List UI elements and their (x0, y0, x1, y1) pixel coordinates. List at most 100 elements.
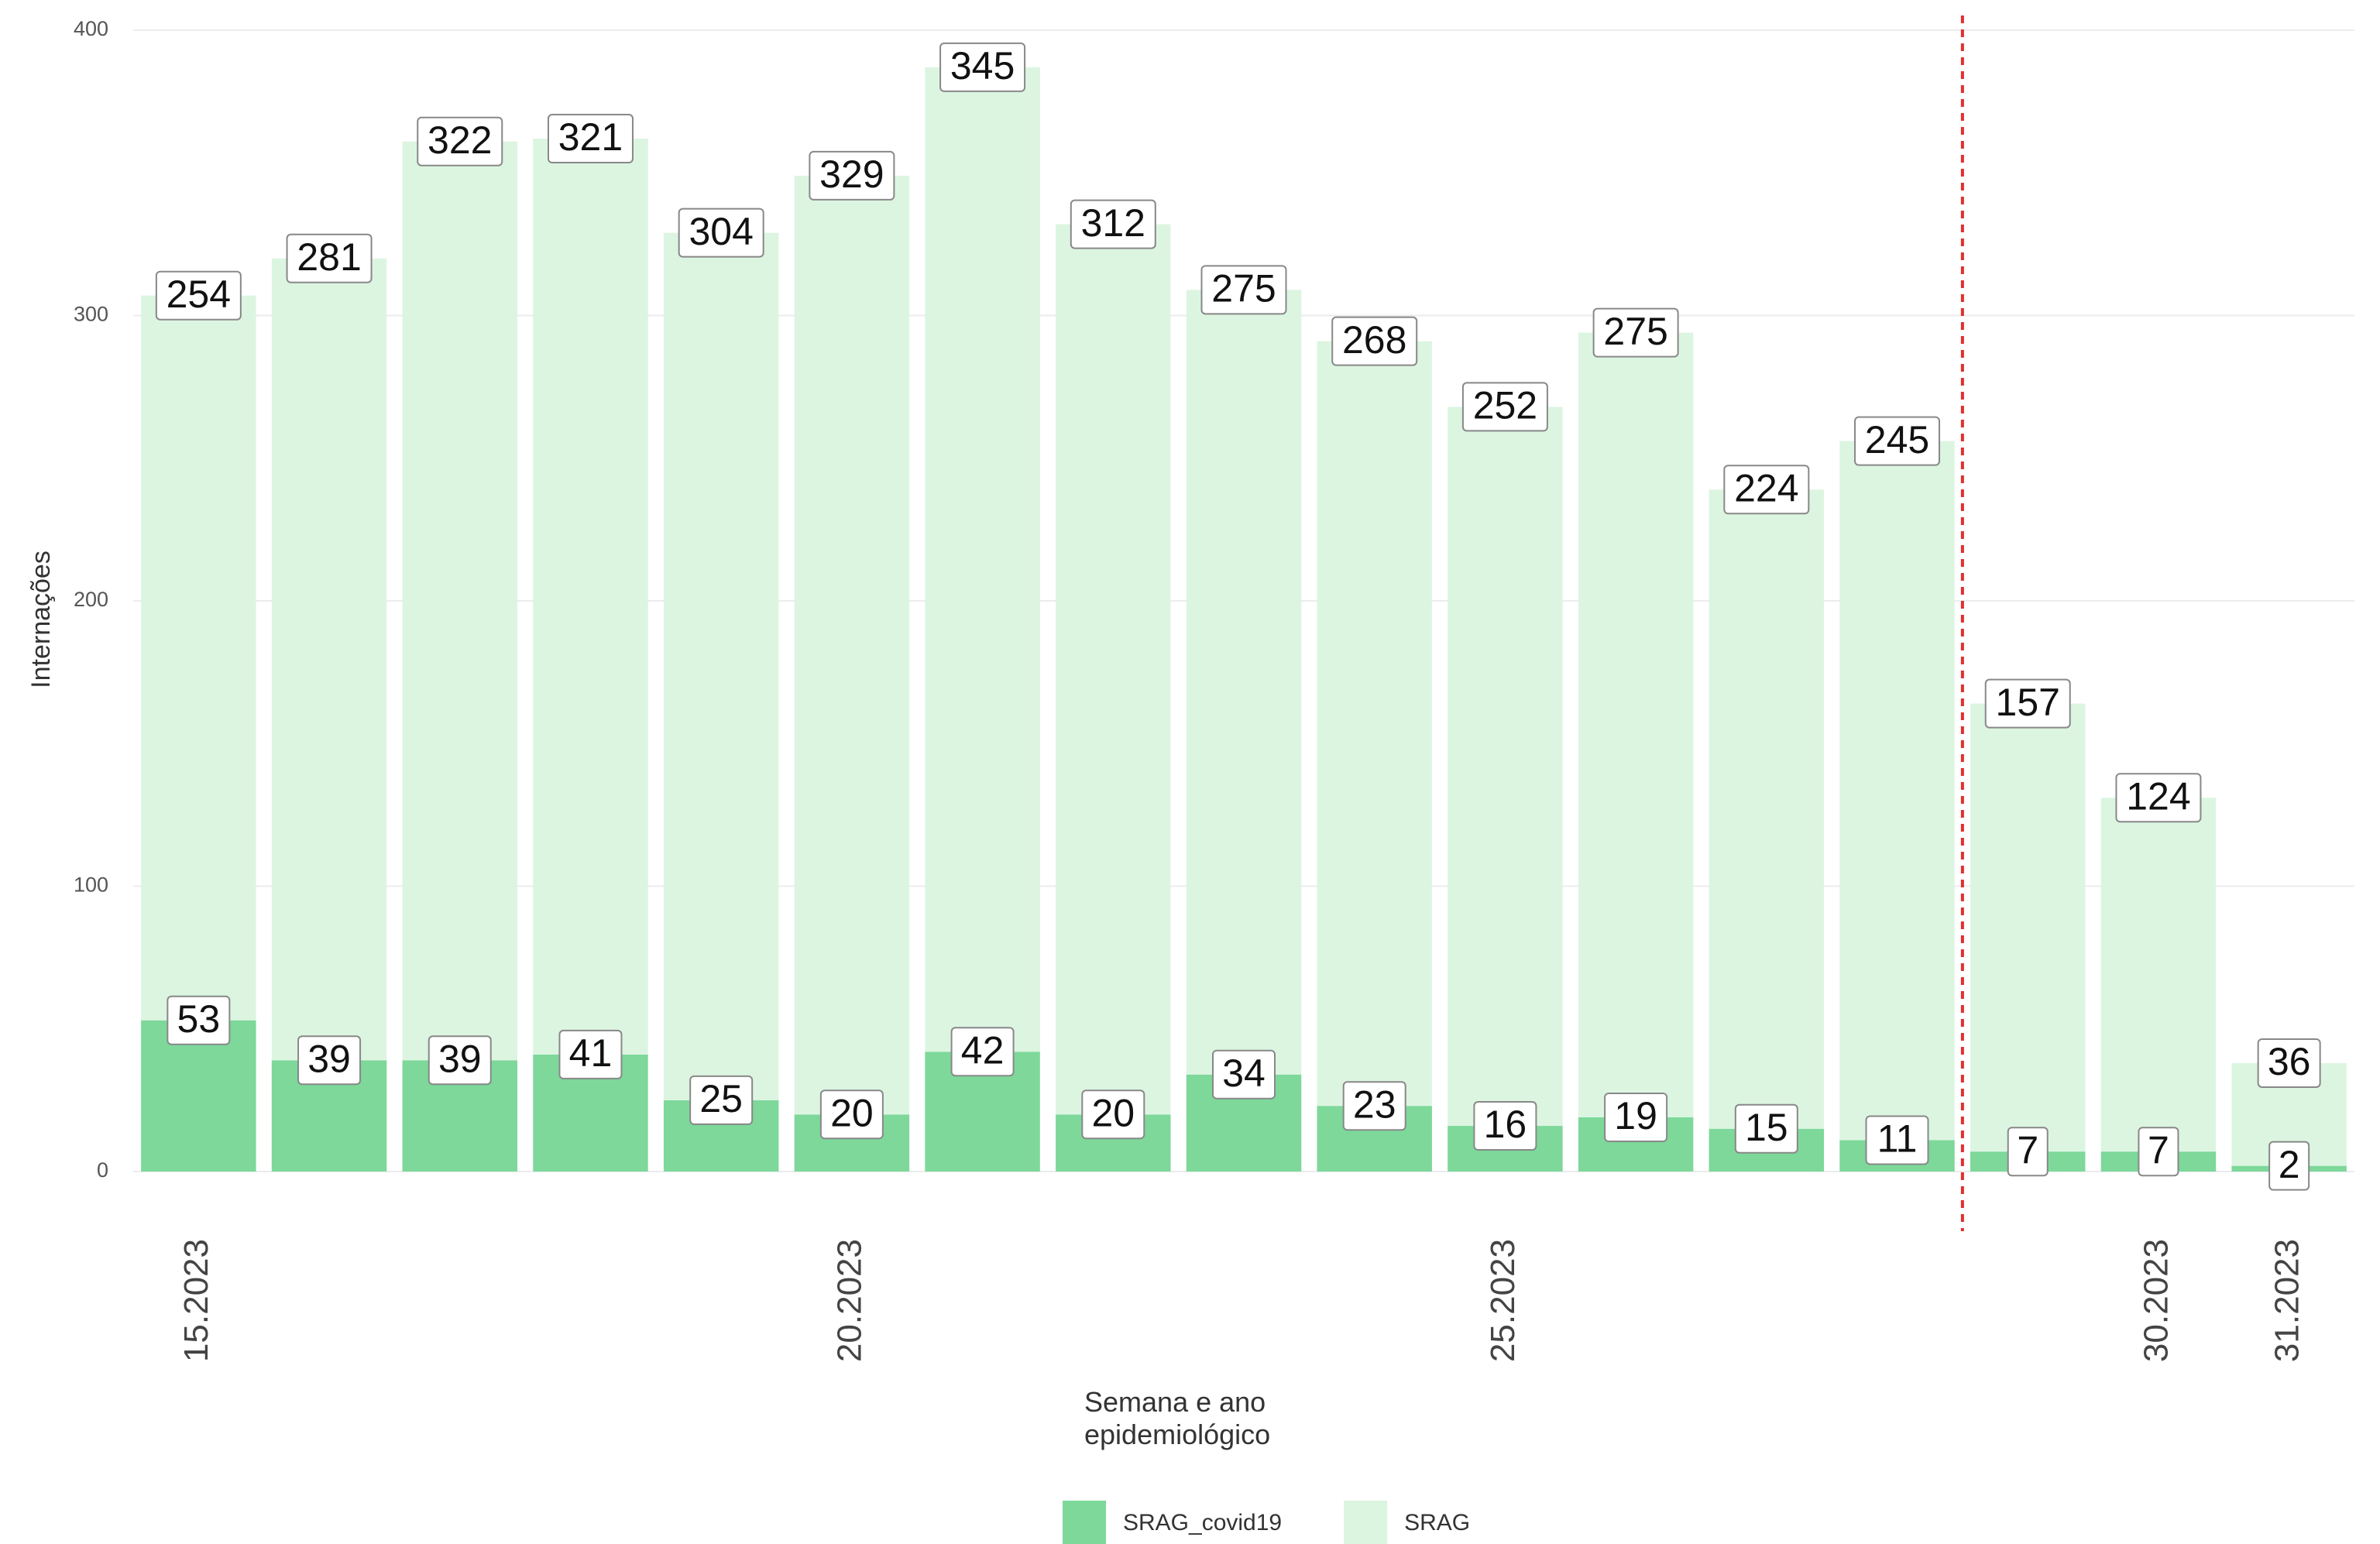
data-label-box (1723, 465, 1810, 515)
x-tick-label: 31.2023 (2268, 1239, 2306, 1362)
data-label-box (1592, 307, 1679, 358)
data-label-box (1081, 1089, 1145, 1140)
data-label: 329 (819, 153, 884, 196)
data-label-box (1200, 265, 1287, 315)
data-label: 252 (1473, 384, 1537, 427)
data-label-box (1854, 416, 1941, 466)
data-label: 224 (1734, 466, 1798, 510)
data-label-box (155, 270, 242, 321)
data-label-box (2115, 773, 2202, 823)
data-label-box (2138, 1127, 2179, 1177)
data-label: 20 (830, 1092, 874, 1135)
data-label: 124 (2126, 774, 2190, 818)
data-label-box (547, 114, 634, 164)
bar-segment (794, 175, 910, 1115)
bar-segment (1709, 489, 1825, 1129)
bar-segment (1317, 341, 1432, 1107)
data-label-box (297, 1035, 362, 1086)
x-axis-title: Semana e ano epidemiológico (1084, 1386, 1271, 1450)
bar-segment (533, 139, 648, 1055)
y-tick-label: 300 (74, 303, 108, 326)
data-label: 321 (558, 115, 623, 159)
data-label: 23 (1353, 1083, 1396, 1126)
bar-segment (663, 232, 779, 1100)
data-label-box (1984, 678, 2071, 729)
data-label: 15 (1745, 1106, 1788, 1149)
data-label-box (167, 995, 231, 1045)
data-label: 281 (297, 235, 361, 279)
data-label: 304 (689, 210, 753, 253)
legend-swatch (1063, 1501, 1106, 1544)
data-label: 254 (167, 273, 231, 316)
bar-segment (1056, 224, 1171, 1115)
data-label-box (939, 42, 1026, 92)
data-label: 39 (438, 1037, 482, 1080)
x-tick-label: 15.2023 (177, 1239, 215, 1362)
data-label: 20 (1091, 1092, 1135, 1135)
data-label: 41 (569, 1031, 613, 1075)
data-label: 42 (961, 1028, 1005, 1072)
bar-segment (402, 141, 517, 1061)
data-label: 19 (1614, 1094, 1657, 1137)
data-label-box (428, 1035, 492, 1086)
bar-segment (1970, 703, 2086, 1152)
data-label: 2 (2279, 1143, 2300, 1186)
data-label-box (1473, 1101, 1537, 1151)
bar-segment (925, 67, 1040, 1052)
data-label: 157 (1996, 681, 2060, 724)
data-label: 53 (177, 997, 221, 1041)
data-label: 345 (950, 44, 1015, 87)
data-label-box (1604, 1092, 1668, 1142)
bar-segment (1839, 441, 1955, 1141)
data-label-box (1734, 1103, 1798, 1154)
data-label: 275 (1603, 310, 1667, 353)
data-label-box (819, 1089, 884, 1140)
y-tick-label: 400 (74, 17, 108, 40)
data-label-box (558, 1029, 623, 1079)
data-label-box (678, 208, 764, 258)
x-tick-label: 20.2023 (831, 1239, 869, 1362)
data-label-box (1865, 1115, 1929, 1165)
x-tick-label: 25.2023 (1484, 1239, 1522, 1362)
data-label-box (950, 1027, 1015, 1077)
data-label-box (1461, 382, 1548, 432)
data-label-box (2268, 1141, 2310, 1191)
data-label: 11 (1877, 1117, 1918, 1161)
data-label-box (809, 150, 895, 201)
data-label-box (2007, 1127, 2049, 1177)
data-label-box (1342, 1081, 1406, 1131)
bar-segment (1578, 332, 1694, 1117)
data-label-box (689, 1075, 754, 1125)
y-tick-label: 0 (97, 1158, 108, 1182)
data-label-box (417, 116, 503, 166)
bar-segment (2100, 798, 2217, 1152)
data-label: 16 (1484, 1103, 1527, 1146)
data-label-box (1331, 316, 1418, 366)
bar-segment (141, 295, 256, 1021)
bar-segment (1448, 407, 1563, 1127)
data-label: 36 (2268, 1040, 2311, 1083)
data-label: 39 (307, 1037, 351, 1080)
data-label: 275 (1211, 267, 1276, 311)
legend-label: SRAG_covid19 (1123, 1510, 1282, 1535)
data-label: 312 (1081, 201, 1145, 245)
legend-label: SRAG (1404, 1510, 1470, 1535)
bar-segment (271, 258, 387, 1061)
legend-swatch (1344, 1501, 1388, 1544)
data-label: 25 (699, 1077, 743, 1120)
y-tick-label: 100 (74, 873, 108, 897)
x-tick-label: 30.2023 (2138, 1239, 2176, 1362)
bar-segment (1186, 290, 1302, 1075)
data-label: 268 (1342, 318, 1406, 362)
bar-segment (141, 1020, 256, 1172)
data-label-box (1070, 199, 1156, 249)
data-label-box (1212, 1049, 1276, 1100)
data-label: 34 (1222, 1052, 1266, 1095)
data-label: 7 (2017, 1128, 2038, 1172)
y-tick-label: 200 (74, 588, 108, 611)
data-label: 245 (1865, 418, 1929, 461)
data-label: 322 (428, 118, 492, 162)
y-axis-title: Internações (26, 551, 56, 688)
data-label: 7 (2148, 1128, 2169, 1172)
